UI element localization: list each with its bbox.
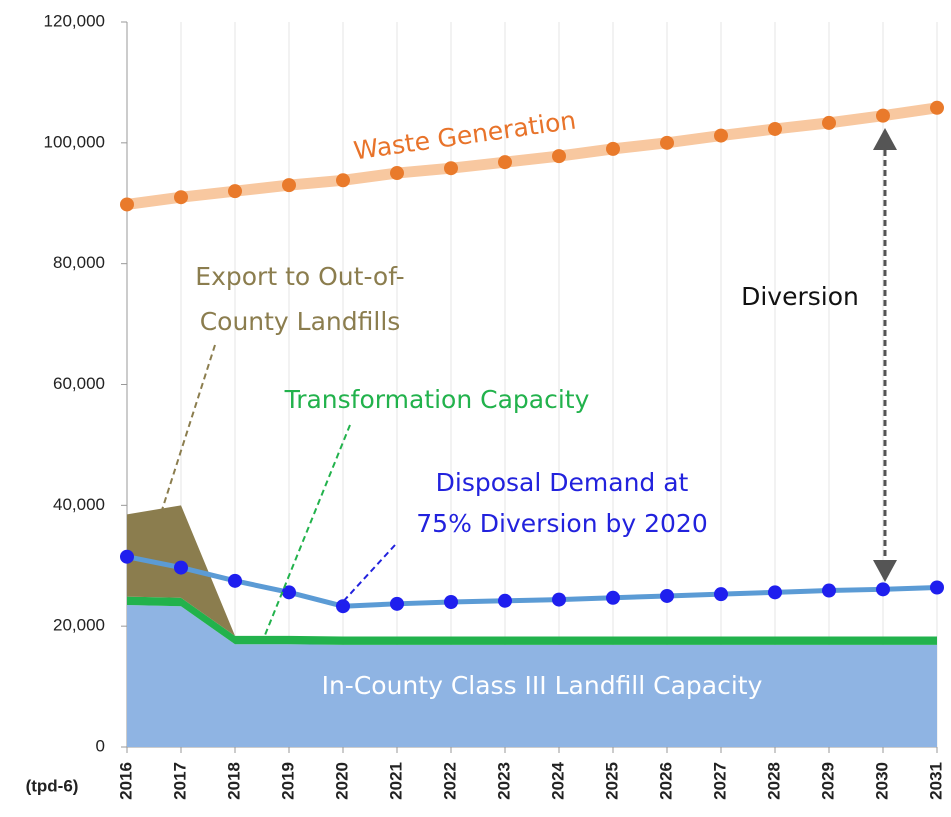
point — [444, 595, 458, 609]
point — [120, 549, 134, 564]
point — [390, 596, 404, 611]
x-tick-label: 2031 — [926, 762, 945, 800]
y-tick-label: 0 — [96, 736, 105, 755]
point — [552, 592, 566, 607]
annotation: Transformation Capacity — [284, 385, 590, 414]
x-tick-label: 2026 — [656, 762, 675, 800]
point — [174, 560, 188, 575]
annotation: Export to Out-of- — [195, 262, 404, 291]
annotation: In-County Class III Landfill Capacity — [322, 671, 763, 700]
point — [606, 590, 620, 605]
stacked-area — [127, 596, 937, 645]
annotation: Disposal Demand at — [436, 468, 689, 497]
point — [174, 190, 188, 205]
point — [822, 583, 836, 598]
point — [714, 128, 728, 143]
point — [228, 184, 242, 199]
point — [876, 108, 890, 123]
x-tick-label: 2019 — [278, 762, 297, 800]
y-tick-label: 100,000 — [44, 132, 105, 151]
arrow-head — [873, 128, 897, 150]
point — [552, 149, 566, 164]
y-tick-label: 80,000 — [53, 253, 105, 272]
lines — [120, 100, 944, 614]
point — [660, 588, 674, 603]
leader-line — [339, 544, 396, 606]
leader-line — [161, 344, 216, 511]
x-tick-label: 2018 — [224, 762, 243, 800]
x-tick-label: 2029 — [818, 762, 837, 800]
x-tick-label: 2023 — [494, 762, 513, 800]
y-tick-label: 120,000 — [44, 11, 105, 30]
point — [498, 155, 512, 170]
y-tick-label: 20,000 — [53, 616, 105, 635]
y-tick-label: 40,000 — [53, 495, 105, 514]
series-line — [126, 554, 938, 609]
x-tick-label: 2027 — [710, 762, 729, 800]
point — [930, 100, 944, 115]
point — [282, 585, 296, 600]
x-tick-label: 2025 — [602, 762, 621, 800]
x-tick-label: 2020 — [332, 762, 351, 800]
point — [876, 582, 890, 597]
annotation: County Landfills — [200, 307, 401, 336]
point — [768, 121, 782, 136]
series-line — [126, 102, 938, 210]
areas — [127, 505, 937, 747]
point — [390, 166, 404, 181]
arrow-head — [873, 560, 897, 582]
point — [768, 585, 782, 600]
point — [228, 573, 242, 588]
point — [336, 173, 350, 188]
point — [606, 141, 620, 156]
point — [336, 599, 350, 614]
x-tick-label: 2028 — [764, 762, 783, 800]
point — [822, 115, 836, 130]
leaders — [161, 150, 887, 636]
x-tick-label: 2030 — [872, 762, 891, 800]
x-tick-label: 2024 — [548, 761, 567, 799]
point — [660, 135, 674, 150]
x-tick-label: 2016 — [116, 762, 135, 800]
point — [282, 178, 296, 193]
point — [930, 580, 944, 595]
leader-line — [264, 424, 351, 636]
annotation: 75% Diversion by 2020 — [416, 509, 707, 538]
x-axis-label: (tpd-6) — [26, 776, 79, 795]
x-tick-label: 2021 — [386, 762, 405, 800]
annotation: Diversion — [741, 282, 859, 311]
x-tick-label: 2022 — [440, 762, 459, 800]
point — [444, 161, 458, 176]
point — [714, 587, 728, 602]
point — [120, 197, 134, 212]
x-tick-label: 2017 — [170, 762, 189, 800]
y-tick-label: 60,000 — [53, 374, 105, 393]
stacked-area — [127, 605, 937, 747]
point — [498, 593, 512, 608]
